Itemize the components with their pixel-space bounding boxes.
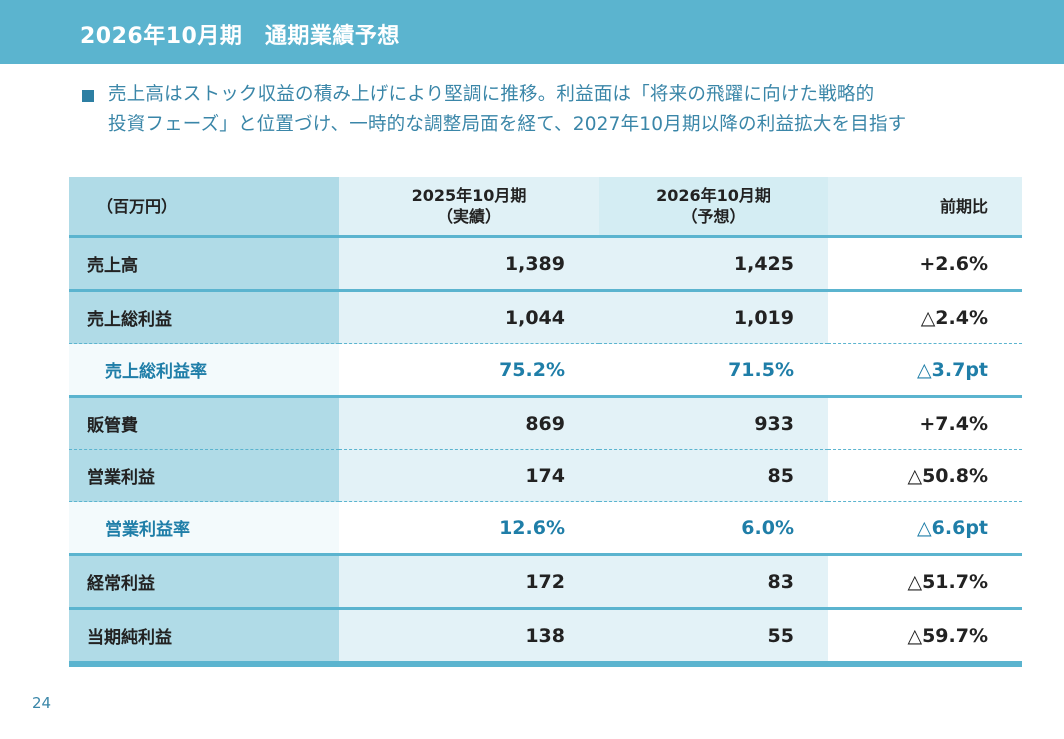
summary-text: 売上高はストック収益の積み上げにより堅調に推移。利益面は「将来の飛躍に向けた戦略…	[108, 80, 1048, 140]
cell-fy2026: 83	[599, 554, 828, 610]
column-header-fy2025-period: 2025年10月期	[411, 186, 527, 205]
forecast-table: （百万円） 2025年10月期 （実績） 2026年10月期 （予想） 前期比 …	[69, 177, 1022, 667]
summary-line-1: 売上高はストック収益の積み上げにより堅調に推移。利益面は「将来の飛躍に向けた戦略…	[108, 84, 875, 105]
table-row: 経常利益 172 83 △51.7%	[69, 554, 1022, 610]
cell-fy2025: 869	[339, 396, 599, 450]
column-header-fy2026-period: 2026年10月期	[656, 186, 771, 205]
slide-header: 2026年10月期 通期業績予想	[0, 0, 1064, 64]
summary-line-2: 投資フェーズ」と位置づけ、一時的な調整局面を経て、2027年10月期以降の利益拡…	[108, 114, 907, 135]
page-number: 24	[32, 694, 52, 712]
cell-fy2025: 1,389	[339, 236, 599, 292]
row-label: 当期純利益	[69, 608, 339, 667]
cell-yoy: △51.7%	[828, 554, 1022, 610]
cell-fy2025: 174	[339, 449, 599, 502]
cell-yoy: △50.8%	[828, 449, 1022, 502]
cell-yoy: △59.7%	[828, 608, 1022, 667]
row-label: 売上総利益	[69, 290, 339, 344]
row-label: 営業利益率	[69, 501, 339, 556]
cell-fy2025: 138	[339, 608, 599, 667]
table-row: 営業利益 174 85 △50.8%	[69, 449, 1022, 502]
cell-fy2026: 6.0%	[599, 501, 828, 556]
cell-fy2025: 75.2%	[339, 343, 599, 398]
page-title: 2026年10月期 通期業績予想	[80, 24, 400, 49]
cell-fy2026: 1,019	[599, 290, 828, 344]
cell-yoy: +7.4%	[828, 396, 1022, 450]
unit-label: （百万円）	[69, 177, 339, 238]
cell-fy2026: 71.5%	[599, 343, 828, 398]
table-row: 販管費 869 933 +7.4%	[69, 396, 1022, 450]
row-label: 営業利益	[69, 449, 339, 502]
cell-fy2025: 1,044	[339, 290, 599, 344]
column-header-fy2026: 2026年10月期 （予想）	[599, 177, 828, 238]
column-header-yoy: 前期比	[828, 177, 1022, 238]
cell-fy2026: 55	[599, 608, 828, 667]
table-row: 売上総利益率 75.2% 71.5% △3.7pt	[69, 343, 1022, 398]
cell-yoy: △2.4%	[828, 290, 1022, 344]
cell-fy2026: 933	[599, 396, 828, 450]
row-label: 売上高	[69, 236, 339, 292]
cell-yoy: +2.6%	[828, 236, 1022, 292]
cell-fy2025: 12.6%	[339, 501, 599, 556]
column-header-fy2025-type: （実績）	[436, 207, 501, 226]
cell-yoy: △6.6pt	[828, 501, 1022, 556]
table-row: 売上高 1,389 1,425 +2.6%	[69, 236, 1022, 292]
cell-fy2026: 85	[599, 449, 828, 502]
table-header-row: （百万円） 2025年10月期 （実績） 2026年10月期 （予想） 前期比	[69, 177, 1022, 238]
table-row: 当期純利益 138 55 △59.7%	[69, 608, 1022, 667]
cell-yoy: △3.7pt	[828, 343, 1022, 398]
row-label: 販管費	[69, 396, 339, 450]
cell-fy2025: 172	[339, 554, 599, 610]
row-label: 経常利益	[69, 554, 339, 610]
cell-fy2026: 1,425	[599, 236, 828, 292]
row-label: 売上総利益率	[69, 343, 339, 398]
column-header-fy2026-type: （予想）	[681, 207, 746, 226]
table-row: 売上総利益 1,044 1,019 △2.4%	[69, 290, 1022, 344]
column-header-fy2025: 2025年10月期 （実績）	[339, 177, 599, 238]
square-bullet-icon	[82, 90, 94, 102]
table-row: 営業利益率 12.6% 6.0% △6.6pt	[69, 501, 1022, 556]
